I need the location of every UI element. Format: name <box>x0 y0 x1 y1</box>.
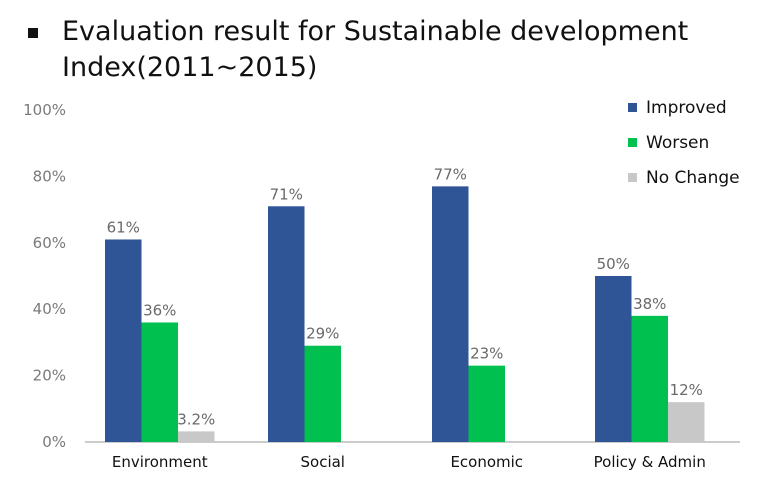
y-tick-label: 20% <box>33 367 66 385</box>
legend-swatch <box>628 138 637 147</box>
data-label: 38% <box>633 295 666 313</box>
data-label: 77% <box>434 165 467 183</box>
bar-improved <box>595 276 632 442</box>
x-tick-label: Policy & Admin <box>594 453 706 471</box>
data-labels-group: 61% 36% 3.2% 71% 29% 77% 23% 50% 38% 12% <box>107 165 703 428</box>
data-label: 29% <box>306 325 339 343</box>
y-tick-label: 100% <box>23 101 66 119</box>
data-label: 12% <box>670 381 703 399</box>
data-label: 71% <box>270 185 303 203</box>
legend-swatch <box>628 173 637 182</box>
y-tick-label: 0% <box>42 433 66 451</box>
bar-no-change <box>178 431 215 442</box>
bar-worsen <box>304 345 341 442</box>
bar-worsen <box>141 322 178 442</box>
legend-swatch <box>628 103 637 112</box>
legend: Improved Worsen No Change <box>628 98 740 188</box>
y-tick-label: 60% <box>33 234 66 252</box>
bar-improved <box>432 186 469 442</box>
y-tick-label: 40% <box>33 300 66 318</box>
bars-group <box>105 186 705 442</box>
data-label: 23% <box>470 345 503 363</box>
bar-worsen <box>631 315 668 442</box>
legend-label: Improved <box>646 98 727 118</box>
chart-title-line-1: Evaluation result for Sustainable develo… <box>62 16 689 47</box>
axis-group: 0% 20% 40% 60% 80% 100% Environment Social Econo… <box>23 101 740 471</box>
y-tick-label: 80% <box>33 167 66 185</box>
x-tick-label: Social <box>301 453 345 471</box>
x-tick-label: Economic <box>450 453 523 471</box>
bar-improved <box>105 239 142 442</box>
data-label: 36% <box>143 301 176 319</box>
data-label: 50% <box>597 255 630 273</box>
bullet-icon <box>28 28 38 38</box>
data-label: 61% <box>107 218 140 236</box>
data-label: 3.2% <box>177 410 215 428</box>
chart-title-line-2: Index(2011~2015) <box>62 52 318 83</box>
chart-title: Evaluation result for Sustainable develo… <box>62 14 688 86</box>
bar-improved <box>268 206 305 442</box>
x-tick-label: Environment <box>112 453 208 471</box>
bar-worsen <box>468 365 505 442</box>
legend-label: No Change <box>646 168 740 188</box>
bar-no-change <box>668 402 705 442</box>
legend-label: Worsen <box>646 133 709 153</box>
